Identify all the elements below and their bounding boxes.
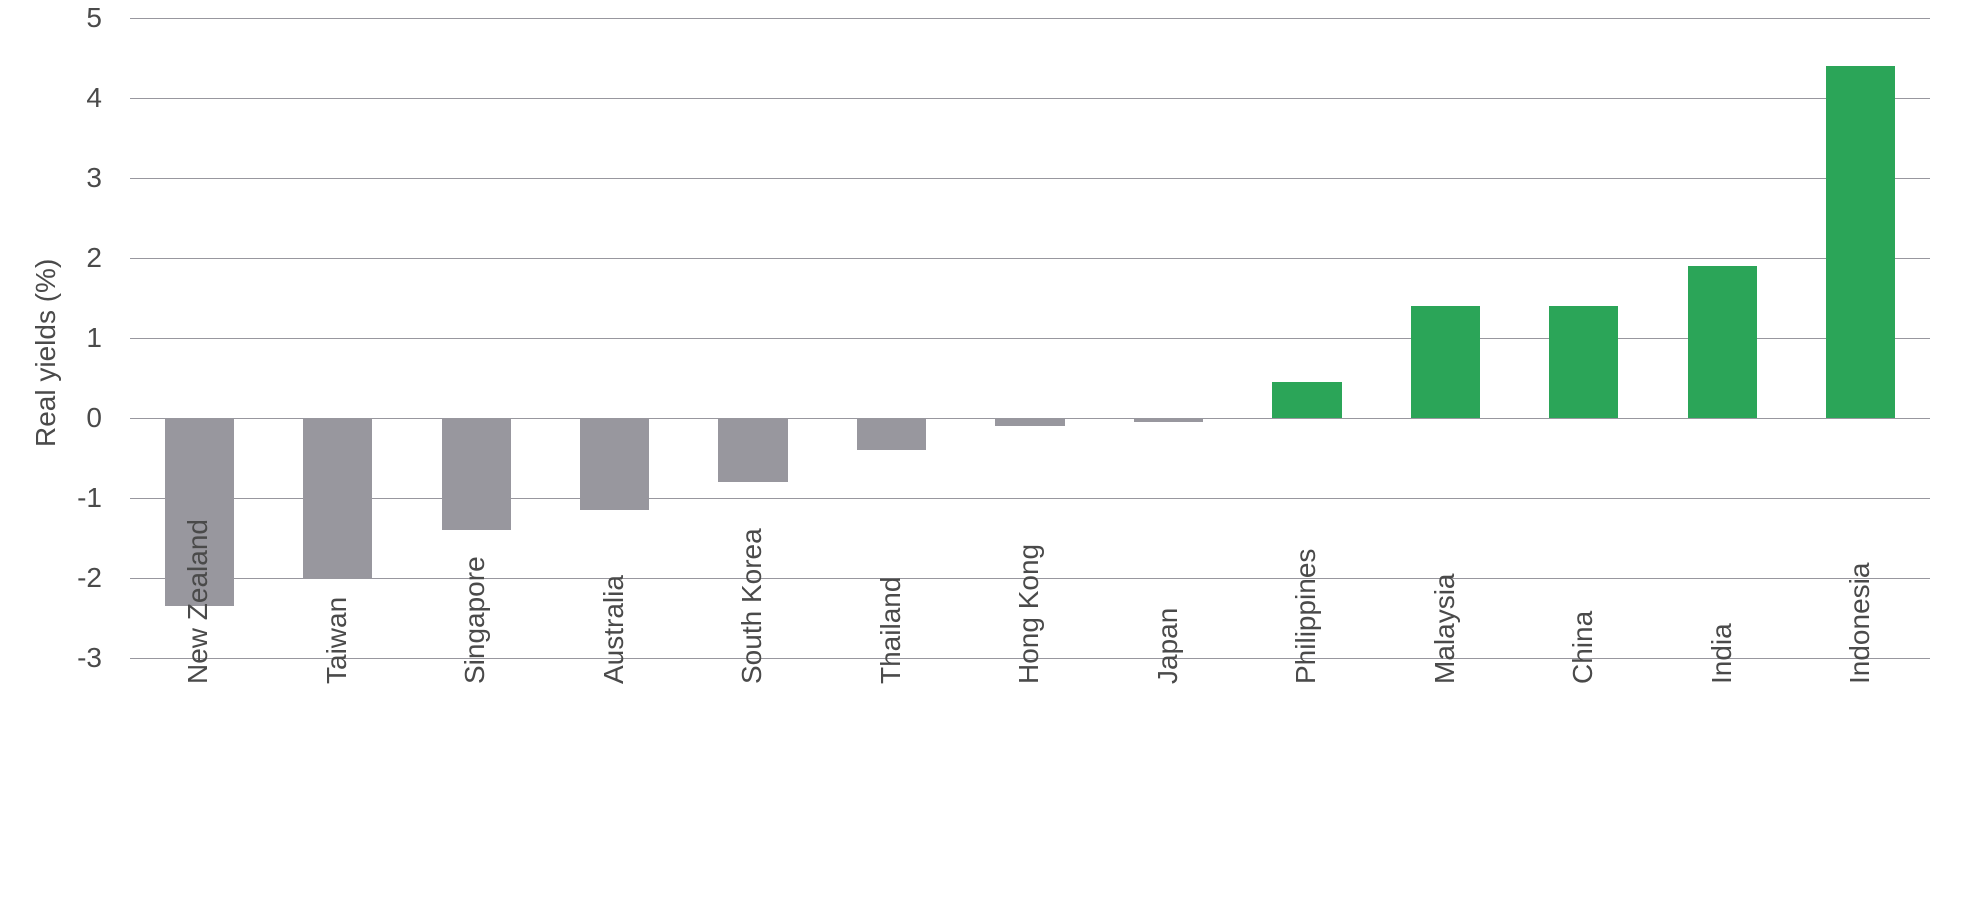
bar [857,418,926,450]
bar [1826,66,1895,418]
x-tick-label: India [1706,623,1738,684]
bar [718,418,787,482]
gridline [130,98,1930,99]
x-tick-label: Philippines [1290,549,1322,684]
bar [995,418,1064,426]
bar [303,418,372,578]
x-tick-label: Japan [1152,608,1184,684]
y-tick-label: 0 [0,402,102,434]
bar [1272,382,1341,418]
x-tick-label: Hong Kong [1013,544,1045,684]
x-tick-label: Indonesia [1844,563,1876,684]
x-tick-label: Singapore [459,556,491,684]
bar [1688,266,1757,418]
x-tick-label: Taiwan [321,597,353,684]
gridline [130,498,1930,499]
bar [580,418,649,510]
y-tick-label: -2 [0,562,102,594]
gridline [130,18,1930,19]
y-tick-label: 4 [0,82,102,114]
x-tick-label: China [1567,611,1599,684]
y-tick-label: -1 [0,482,102,514]
y-tick-label: -3 [0,642,102,674]
y-tick-label: 1 [0,322,102,354]
gridline [130,338,1930,339]
x-tick-label: South Korea [736,528,768,684]
bar [1549,306,1618,418]
y-tick-label: 3 [0,162,102,194]
y-tick-label: 2 [0,242,102,274]
real-yields-chart: Real yields (%) -3-2-1012345 New Zealand… [0,0,1964,917]
gridline [130,178,1930,179]
x-tick-label: Australia [598,575,630,684]
bar [1134,418,1203,422]
bar [1411,306,1480,418]
x-tick-label: Thailand [875,577,907,684]
x-tick-label: New Zealand [182,519,214,684]
gridline [130,258,1930,259]
bar [442,418,511,530]
y-tick-label: 5 [0,2,102,34]
x-tick-label: Malaysia [1429,574,1461,684]
